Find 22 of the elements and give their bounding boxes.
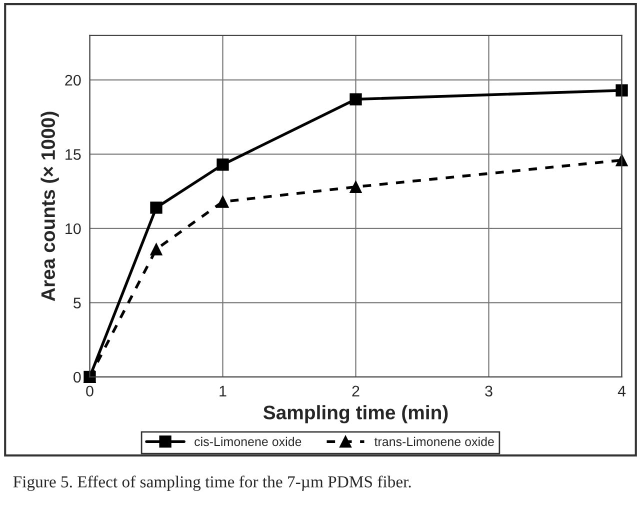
point [616,84,628,96]
y-axis-title: Area counts (× 1000) [40,112,59,302]
x-tick-label: 3 [485,386,492,397]
x-axis-title: Sampling time (min) [263,405,448,424]
x-tick-label: 2 [352,386,360,396]
point [350,180,362,193]
y-tick-label: 15 [66,149,81,160]
y-tick-label: 20 [65,74,81,86]
x-tick-label: 0 [86,386,94,397]
x-tick-label: 1 [220,386,226,396]
point [150,202,162,214]
legend-label: cis-Limonene oxide [194,436,302,446]
caption: Figure 5. Effect of sampling time for the 7-µm PDMS fiber. [13,476,411,491]
x-tick-label: 4 [618,386,626,396]
point [216,196,229,208]
point [350,93,362,106]
y-tick-label: 0 [74,372,81,383]
y-tick-label: 5 [74,298,81,308]
point [150,243,162,256]
point [216,158,229,171]
y-tick-label: 10 [66,223,81,234]
legend-label: trans-Limonene oxide [374,436,494,446]
